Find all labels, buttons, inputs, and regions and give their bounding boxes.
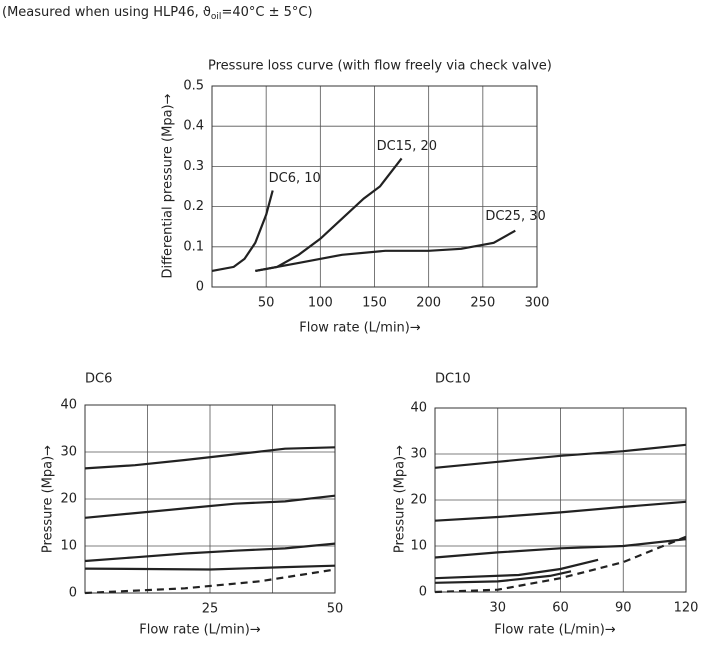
- series-line: [434, 570, 572, 584]
- y-tick-label: 30: [60, 445, 77, 460]
- series-line: [434, 558, 599, 580]
- y-tick-label: 40: [410, 401, 427, 416]
- y-tick-label: 40: [60, 398, 77, 413]
- header-text: (Measured when using HLP46, ϑ: [2, 5, 211, 20]
- header-note: (Measured when using HLP46, ϑoil=40°C ± …: [2, 5, 313, 22]
- y-tick-label: 20: [60, 492, 77, 507]
- y-tick-label: 20: [410, 493, 427, 508]
- x-axis-label: Flow rate (L/min)→: [299, 321, 421, 336]
- chart-title: DC10: [435, 372, 471, 387]
- series-line: [84, 564, 336, 571]
- series-line: [434, 500, 687, 522]
- y-axis-label: Pressure (Mpa)→: [41, 445, 56, 553]
- y-tick-label: 30: [410, 447, 427, 462]
- chart-title: Pressure loss curve (with flow freely vi…: [208, 59, 552, 74]
- series-line: [84, 494, 336, 519]
- y-tick-label: 0.1: [183, 239, 204, 254]
- x-axis-label: Flow rate (L/min)→: [139, 623, 261, 638]
- x-tick-label: 30: [489, 601, 506, 616]
- y-tick-label: 10: [410, 539, 427, 554]
- series-line: [255, 157, 403, 272]
- series-line: [84, 568, 336, 595]
- series-label: DC25, 30: [485, 209, 545, 224]
- x-tick-label: 50: [327, 602, 344, 617]
- x-tick-label: 300: [525, 296, 550, 311]
- y-tick-label: 10: [60, 539, 77, 554]
- x-tick-label: 150: [362, 296, 387, 311]
- series-line: [255, 229, 516, 272]
- x-axis-label: Flow rate (L/min)→: [494, 623, 616, 638]
- x-tick-label: 120: [674, 601, 699, 616]
- x-tick-label: 250: [470, 296, 495, 311]
- x-tick-label: 200: [416, 296, 441, 311]
- x-tick-label: 60: [552, 601, 569, 616]
- y-tick-label: 0.2: [183, 199, 204, 214]
- y-tick-label: 0.3: [183, 159, 204, 174]
- x-tick-label: 50: [258, 296, 275, 311]
- x-tick-label: 100: [308, 296, 333, 311]
- series-line: [211, 190, 274, 272]
- x-tick-label: 90: [615, 601, 632, 616]
- series-label: DC6, 10: [269, 171, 321, 186]
- y-tick-label: 0: [419, 585, 427, 600]
- y-tick-label: 0.5: [183, 79, 204, 94]
- series-line: [84, 542, 336, 563]
- y-axis-label: Differential pressure (Mpa)→: [161, 93, 176, 278]
- x-tick-label: 25: [202, 602, 219, 617]
- y-axis-label: Pressure (Mpa)→: [393, 445, 408, 553]
- series-label: DC15, 20: [377, 139, 437, 154]
- plot-frame: [434, 407, 687, 593]
- header-tail: =40°C ± 5°C): [221, 5, 312, 20]
- plot-frame: [84, 404, 336, 594]
- y-tick-label: 0.4: [183, 119, 204, 134]
- series-line: [434, 535, 687, 594]
- series-line: [434, 538, 687, 559]
- header-subscript: oil: [211, 12, 222, 22]
- plot-frame: [211, 85, 538, 288]
- series-line: [434, 443, 687, 469]
- y-tick-label: 0: [69, 586, 77, 601]
- chart-title: DC6: [85, 372, 112, 387]
- series-line: [84, 446, 336, 470]
- y-tick-label: 0: [196, 280, 204, 295]
